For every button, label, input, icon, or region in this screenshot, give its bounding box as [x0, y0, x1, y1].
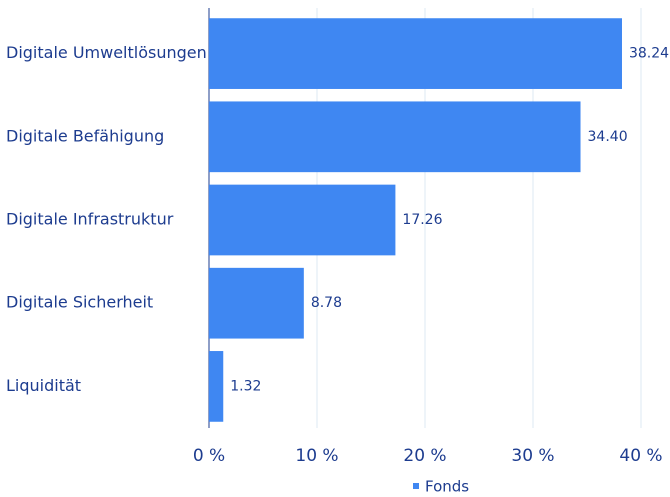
y-tick-label: Digitale Befähigung: [6, 126, 164, 145]
x-tick-label: 0 %: [193, 446, 225, 466]
x-tick-label: 10 %: [295, 446, 338, 466]
value-label: 38.24: [629, 46, 669, 62]
x-tick-label: 30 %: [511, 446, 554, 466]
value-label: 1.32: [230, 378, 261, 394]
bar: [209, 267, 304, 339]
bar: [209, 351, 224, 422]
bar: [209, 184, 396, 256]
x-tick-label: 20 %: [403, 446, 446, 466]
bar: [209, 18, 622, 89]
bar: [209, 101, 581, 173]
y-tick-label: Digitale Sicherheit: [6, 293, 153, 312]
legend-marker: [413, 483, 419, 489]
y-tick-label: Liquidität: [6, 376, 81, 395]
y-tick-label: Digitale Infrastruktur: [6, 210, 174, 229]
value-label: 8.78: [311, 295, 342, 311]
x-tick-label: 40 %: [619, 446, 662, 466]
y-tick-label: Digitale Umweltlösungen: [6, 43, 207, 62]
value-label: 17.26: [402, 212, 442, 228]
legend-label: Fonds: [425, 478, 469, 496]
value-label: 34.40: [588, 129, 628, 145]
